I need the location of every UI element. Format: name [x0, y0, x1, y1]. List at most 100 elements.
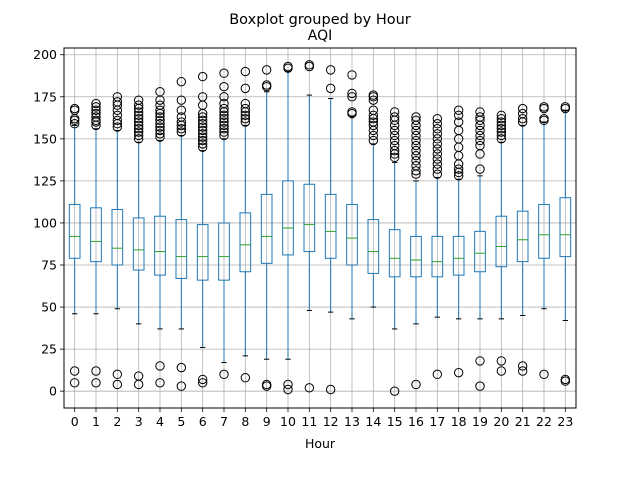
iqr-box: [431, 235, 444, 278]
box-group-hour-0: [68, 103, 81, 388]
flier-point: [133, 100, 144, 110]
y-tick-label-8: 200: [33, 47, 57, 62]
flier-point: [453, 367, 464, 378]
flier-point: [411, 156, 421, 166]
flier-point: [133, 95, 144, 105]
x-tick-label-15: 15: [387, 414, 403, 429]
flier-point: [368, 135, 379, 146]
flier-point: [411, 161, 421, 171]
flier-point: [453, 110, 464, 120]
flier-point: [496, 124, 507, 134]
box-group-hour-11: [303, 60, 316, 393]
flier-point: [91, 102, 101, 112]
flier-point: [517, 361, 528, 371]
flier-point: [155, 105, 165, 115]
iqr-box: [154, 215, 166, 276]
flier-point: [453, 117, 464, 127]
y-tick-label-4: 100: [33, 215, 57, 230]
flier-point: [304, 383, 315, 393]
flier-point: [197, 139, 208, 149]
x-tick-label-7: 7: [220, 414, 228, 429]
iqr-box: [410, 235, 422, 278]
flier-point: [453, 164, 464, 174]
flier-point: [432, 169, 443, 179]
flier-point: [368, 120, 379, 131]
flier-point: [432, 134, 443, 144]
iqr-box: [559, 197, 572, 258]
flier-point: [283, 61, 293, 72]
flier-point: [411, 145, 421, 156]
iqr-box: [452, 235, 465, 276]
flier-point: [219, 130, 229, 141]
flier-point: [155, 361, 165, 371]
figure-suptitle: Boxplot grouped by Hour: [229, 12, 411, 28]
flier-point: [133, 117, 144, 127]
iqr-box: [111, 208, 124, 266]
flier-point: [91, 366, 101, 376]
x-tick-label-5: 5: [177, 414, 185, 429]
flier-point: [261, 80, 272, 90]
iqr-box: [324, 193, 337, 259]
flier-point: [155, 112, 165, 122]
x-tick-label-14: 14: [365, 414, 381, 429]
box-group-hour-2: [111, 92, 124, 390]
flier-point: [176, 381, 187, 391]
flier-point: [560, 102, 571, 112]
flier-point: [69, 378, 80, 388]
x-tick-label-9: 9: [263, 414, 271, 429]
flier-point: [240, 98, 251, 109]
iqr-box: [282, 180, 294, 256]
flier-point: [112, 110, 123, 120]
box-group-hour-5: [175, 76, 188, 391]
x-tick-label-11: 11: [301, 414, 317, 429]
flier-point: [240, 373, 251, 383]
flier-point: [496, 130, 507, 141]
x-tick-label-18: 18: [451, 414, 467, 429]
x-axis-label: Hour: [305, 436, 336, 451]
box-group-hour-22: [538, 102, 550, 380]
flier-point: [432, 113, 443, 124]
flier-point: [91, 98, 101, 109]
boxes-layer: [68, 60, 572, 396]
flier-point: [176, 117, 187, 127]
flier-point: [112, 92, 123, 102]
flier-point: [368, 95, 379, 105]
flier-point: [368, 130, 379, 141]
flier-point: [155, 115, 165, 126]
flier-point: [155, 100, 165, 110]
flier-point: [133, 110, 144, 120]
flier-point: [69, 103, 80, 114]
flier-point: [411, 115, 421, 126]
flier-point: [517, 113, 528, 124]
box-group-hour-4: [154, 87, 166, 388]
flier-point: [133, 371, 144, 381]
flier-point: [560, 374, 571, 385]
flier-point: [389, 135, 400, 146]
flier-point: [411, 150, 421, 161]
flier-point: [496, 120, 507, 131]
box-group-hour-23: [559, 102, 572, 386]
flier-point: [91, 105, 101, 115]
flier-point: [432, 144, 443, 154]
flier-point: [112, 97, 123, 107]
flier-point: [155, 87, 165, 97]
flier-point: [240, 103, 251, 114]
flier-point: [176, 124, 187, 134]
iqr-box: [218, 222, 230, 281]
flier-point: [91, 108, 101, 119]
flier-point: [496, 117, 507, 127]
box-group-hour-16: [410, 112, 422, 390]
flier-point: [133, 120, 144, 131]
iqr-box: [239, 212, 252, 273]
iqr-box: [516, 210, 529, 263]
flier-point: [155, 378, 165, 388]
flier-point: [389, 112, 400, 122]
flier-point: [411, 379, 421, 390]
iqr-box: [388, 229, 401, 278]
flier-point: [475, 130, 485, 141]
flier-point: [539, 369, 549, 380]
box-group-hour-10: [282, 61, 294, 395]
flier-point: [389, 107, 400, 117]
x-tick-label-12: 12: [323, 414, 339, 429]
x-tick-label-20: 20: [493, 414, 509, 429]
